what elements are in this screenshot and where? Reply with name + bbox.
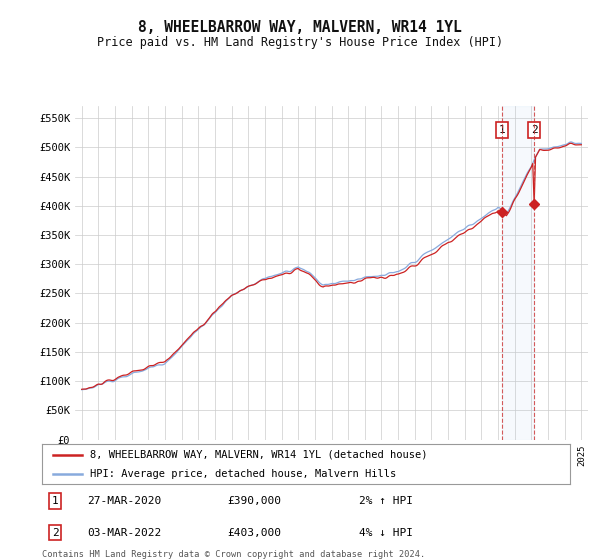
Text: 1: 1: [52, 496, 59, 506]
Text: HPI: Average price, detached house, Malvern Hills: HPI: Average price, detached house, Malv…: [89, 469, 396, 479]
Text: 2: 2: [531, 125, 538, 135]
Bar: [502, 106, 534, 440]
Text: 8, WHEELBARROW WAY, MALVERN, WR14 1YL: 8, WHEELBARROW WAY, MALVERN, WR14 1YL: [138, 20, 462, 35]
Text: £390,000: £390,000: [227, 496, 281, 506]
Text: Contains HM Land Registry data © Crown copyright and database right 2024.
This d: Contains HM Land Registry data © Crown c…: [42, 550, 425, 560]
Text: Price paid vs. HM Land Registry's House Price Index (HPI): Price paid vs. HM Land Registry's House …: [97, 36, 503, 49]
Text: 03-MAR-2022: 03-MAR-2022: [87, 528, 161, 538]
Text: 1: 1: [499, 125, 505, 135]
Text: 4% ↓ HPI: 4% ↓ HPI: [359, 528, 413, 538]
Text: £403,000: £403,000: [227, 528, 281, 538]
Text: 27-MAR-2020: 27-MAR-2020: [87, 496, 161, 506]
Text: 2% ↑ HPI: 2% ↑ HPI: [359, 496, 413, 506]
Text: 8, WHEELBARROW WAY, MALVERN, WR14 1YL (detached house): 8, WHEELBARROW WAY, MALVERN, WR14 1YL (d…: [89, 450, 427, 460]
Text: 2: 2: [52, 528, 59, 538]
